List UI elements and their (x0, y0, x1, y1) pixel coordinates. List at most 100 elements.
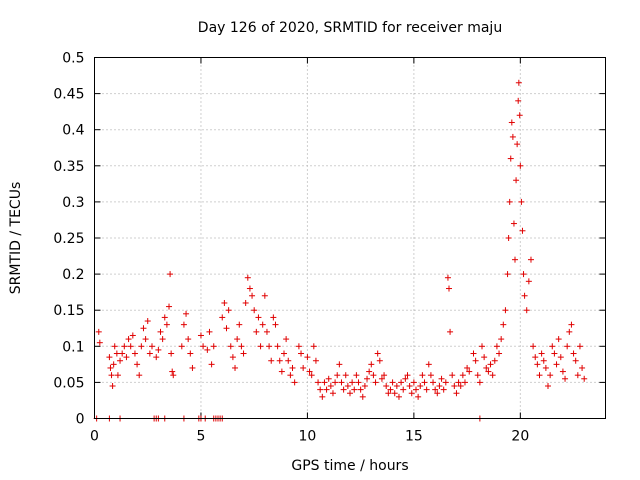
data-point (249, 292, 256, 299)
data-point (298, 350, 305, 357)
data-point (134, 361, 141, 368)
data-point (321, 379, 328, 386)
data-point (236, 321, 243, 328)
data-point (438, 375, 445, 382)
data-point (555, 336, 562, 343)
data-point (370, 372, 377, 379)
data-point (509, 133, 516, 140)
data-point (183, 310, 190, 317)
data-point (514, 141, 521, 148)
data-point (336, 361, 343, 368)
data-point (246, 285, 253, 292)
data-point (525, 278, 532, 285)
grid-layer (94, 57, 606, 419)
data-point (374, 350, 381, 357)
data-point (491, 357, 498, 364)
data-point (570, 350, 577, 357)
data-point (542, 364, 549, 371)
data-point (385, 390, 392, 397)
data-point (266, 343, 273, 350)
data-point (170, 372, 177, 379)
data-point (163, 321, 170, 328)
data-point (421, 379, 428, 386)
data-point (381, 372, 388, 379)
data-point (515, 97, 522, 104)
x-tick-label: 10 (299, 429, 317, 445)
data-point (340, 386, 347, 393)
data-point (507, 155, 514, 162)
data-point (470, 350, 477, 357)
data-point (283, 336, 290, 343)
data-point (232, 364, 239, 371)
x-tick-label: 0 (90, 429, 99, 445)
data-point (534, 361, 541, 368)
data-point (255, 314, 262, 321)
data-point (395, 393, 402, 400)
data-point (538, 350, 545, 357)
data-point (276, 357, 283, 364)
data-point (319, 393, 326, 400)
data-point (434, 390, 441, 397)
y-tick-label: 0.4 (62, 123, 84, 139)
data-point (417, 383, 424, 390)
data-point (155, 346, 162, 353)
data-point (464, 364, 471, 371)
data-point (574, 372, 581, 379)
data-point (136, 372, 143, 379)
data-point (398, 379, 405, 386)
data-point (347, 390, 353, 397)
data-point (498, 336, 505, 343)
data-point (197, 332, 204, 339)
data-point (457, 383, 464, 390)
data-point (117, 357, 124, 364)
chart-title: Day 126 of 2020, SRMTID for receiver maj… (198, 20, 502, 36)
data-point (353, 372, 360, 379)
data-point (334, 372, 341, 379)
data-point (474, 372, 481, 379)
data-point (332, 379, 339, 386)
data-point (425, 361, 432, 368)
data-point (208, 361, 215, 368)
y-tick-label: 0.3 (62, 195, 84, 211)
data-point (520, 271, 527, 278)
data-point (229, 354, 236, 361)
data-point (148, 343, 155, 350)
data-point (166, 303, 173, 310)
data-point (187, 350, 194, 357)
data-point (391, 390, 398, 397)
data-point (153, 354, 160, 361)
data-point (259, 321, 266, 328)
data-point (351, 386, 358, 393)
data-point (487, 361, 494, 368)
y-tick-label: 0.45 (53, 87, 84, 103)
x-axis-label: GPS time / hours (291, 458, 408, 474)
data-point (562, 375, 569, 382)
data-point (419, 372, 426, 379)
data-point (364, 375, 371, 382)
data-point (489, 372, 496, 379)
data-point (121, 343, 128, 350)
y-axis-label: SRMTID / TECUs (8, 182, 24, 295)
data-point (530, 343, 537, 350)
data-point (111, 343, 118, 350)
data-point (268, 357, 275, 364)
data-point (545, 383, 552, 390)
data-point (504, 271, 511, 278)
data-point (119, 350, 126, 357)
data-point (440, 386, 447, 393)
data-point (366, 368, 373, 375)
data-point (427, 372, 434, 379)
data-point (300, 364, 307, 371)
data-point (114, 372, 121, 379)
data-point (372, 379, 379, 386)
data-point (157, 328, 164, 335)
data-point (200, 343, 207, 350)
data-point (423, 386, 430, 393)
data-point (312, 357, 319, 364)
data-point (355, 379, 362, 386)
data-point (549, 343, 556, 350)
data-point (280, 350, 287, 357)
data-point (527, 256, 534, 263)
data-point (178, 343, 185, 350)
